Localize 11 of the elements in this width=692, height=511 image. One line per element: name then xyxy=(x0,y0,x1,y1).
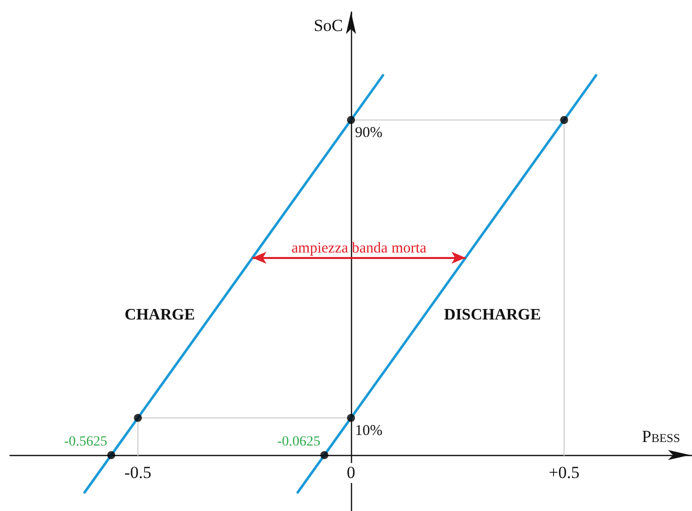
y-tick-label: 90% xyxy=(355,124,382,142)
annotation: ampiezza banda morta xyxy=(292,240,427,256)
y-axis-title: SoC xyxy=(314,16,343,36)
series-label: CHARGE xyxy=(124,306,195,324)
x-tick-label: +0.5 xyxy=(548,463,580,484)
annotation: -0.5625 xyxy=(64,434,108,450)
annotation: -0.0625 xyxy=(277,434,320,450)
series-label: DISCHARGE xyxy=(444,306,541,324)
x-tick-label: 0 xyxy=(346,463,356,484)
x-tick-label: -0.5 xyxy=(124,463,152,484)
y-tick-label: 10% xyxy=(355,422,382,440)
